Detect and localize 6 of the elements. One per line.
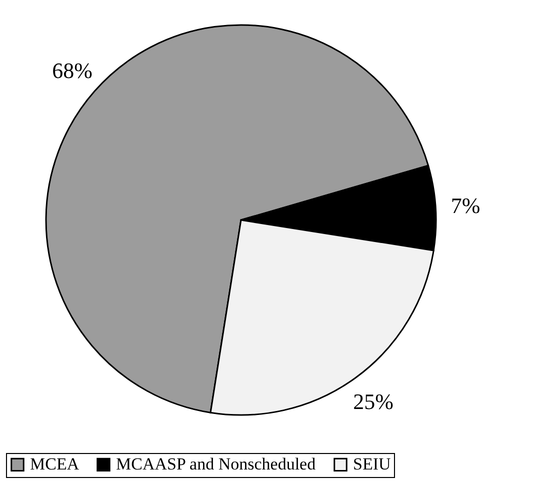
data-label: 68%	[52, 58, 92, 84]
data-label: 25%	[353, 389, 394, 414]
data-label: 7%	[450, 192, 480, 218]
legend-label: MCEA	[30, 454, 80, 474]
legend-label: MCAASP and Nonscheduled	[116, 454, 316, 474]
legend-label: SEIU	[353, 454, 391, 474]
